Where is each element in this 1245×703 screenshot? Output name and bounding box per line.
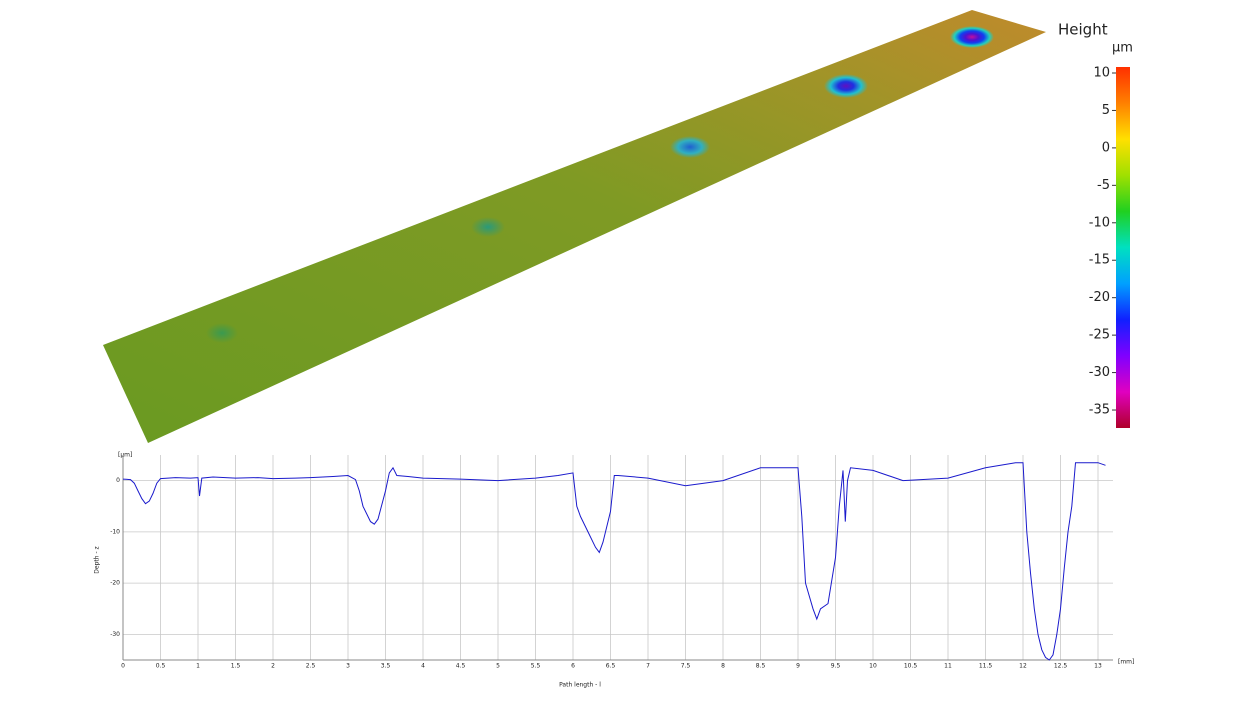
- surface: [103, 10, 1046, 443]
- colorbar-tick-label: -30: [1089, 365, 1110, 380]
- colorbar-tick-label: 10: [1093, 65, 1110, 80]
- x-tick-label: 12: [1019, 663, 1027, 670]
- x-unit: [mm]: [1118, 659, 1134, 666]
- x-tick-label: 7.5: [681, 663, 691, 670]
- x-tick-label: 9: [796, 663, 800, 670]
- x-axis-label: Path length - l: [559, 682, 601, 689]
- x-tick-label: 1.5: [231, 663, 241, 670]
- profile-line: [122, 462, 1106, 661]
- pit: [950, 26, 994, 48]
- pit: [471, 217, 505, 237]
- x-tick-label: 8.5: [756, 663, 766, 670]
- x-tick-label: 0: [121, 663, 125, 670]
- y-tick-label: -20: [110, 580, 120, 587]
- colorbar-scale: [1116, 67, 1130, 428]
- colorbar-tick-label: -15: [1089, 253, 1110, 268]
- colorbar-tick-label: -5: [1097, 178, 1110, 193]
- x-tick-label: 11.5: [979, 663, 993, 670]
- x-tick-label: 10.5: [904, 663, 918, 670]
- profile-chart: [µm] [mm] Path length - l Depth - z 0 0.5…: [94, 452, 1135, 689]
- x-tick-label: 2.5: [306, 663, 316, 670]
- colorbar-unit: µm: [1112, 41, 1133, 56]
- colorbar-tick-label: -10: [1089, 215, 1110, 230]
- x-tick-label: 11: [944, 663, 952, 670]
- x-tick-label: 3.5: [381, 663, 391, 670]
- x-tick-label: 4.5: [456, 663, 466, 670]
- pit: [670, 136, 710, 158]
- x-tick-label: 6.5: [606, 663, 616, 670]
- x-tick-label: 4: [421, 663, 425, 670]
- surface-3d: [103, 10, 1046, 443]
- colorbar-tick-label: -20: [1089, 290, 1110, 305]
- x-tick-label: 13: [1094, 663, 1102, 670]
- colorbar-tick-label: -25: [1089, 328, 1110, 343]
- x-tick-label: 5.5: [531, 663, 541, 670]
- colorbar-tick-label: -35: [1089, 403, 1110, 418]
- x-tick-label: 0.5: [156, 663, 166, 670]
- colorbar-tick-label: 5: [1102, 103, 1110, 118]
- x-tick-label: 8: [721, 663, 725, 670]
- y-tick-label: 0: [116, 477, 120, 484]
- x-tick-label: 6: [571, 663, 575, 670]
- y-axis-label: Depth - z: [94, 546, 101, 573]
- x-tick-label: 10: [869, 663, 877, 670]
- x-tick-label: 5: [496, 663, 500, 670]
- x-tick-label: 2: [271, 663, 275, 670]
- colorbar-tick-label: 0: [1102, 140, 1110, 155]
- x-tick-label: 9.5: [831, 663, 841, 670]
- pit: [206, 323, 238, 343]
- x-tick-label: 3: [346, 663, 350, 670]
- colorbar-title: Height: [1058, 21, 1108, 39]
- y-unit: [µm]: [118, 452, 132, 459]
- pit: [824, 74, 868, 98]
- y-tick-label: -30: [110, 631, 120, 638]
- x-tick-label: 1: [196, 663, 200, 670]
- y-tick-label: -10: [110, 528, 120, 535]
- colorbar: Height µm 10 5 0 -5 -10 -15 -20 -25 -30 -35: [1058, 21, 1133, 428]
- x-tick-label: 12.5: [1054, 663, 1068, 670]
- x-tick-label: 7: [646, 663, 650, 670]
